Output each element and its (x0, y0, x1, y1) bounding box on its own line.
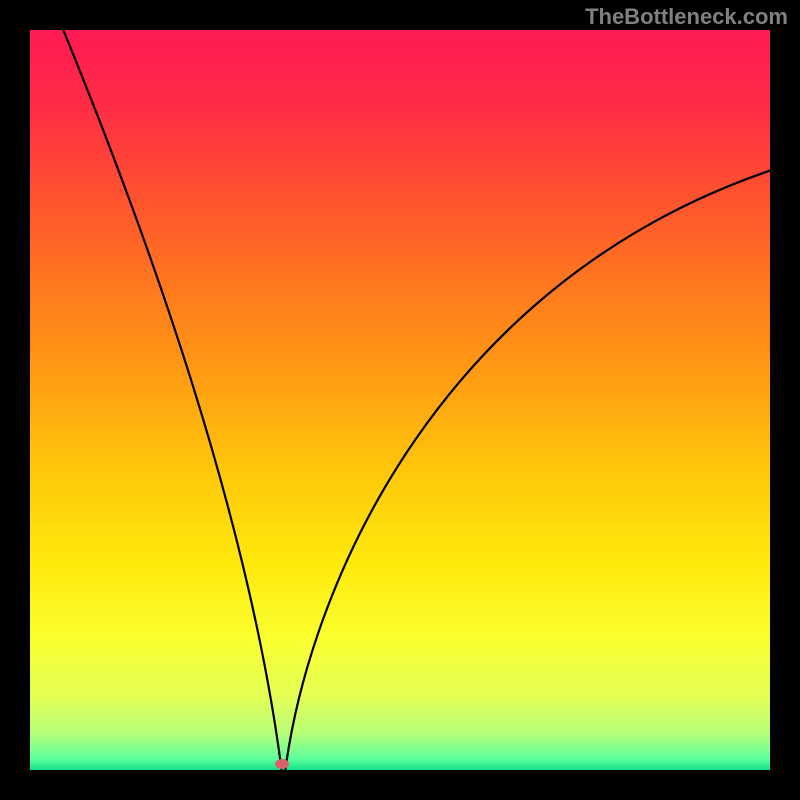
minimum-marker (275, 759, 289, 769)
watermark-text: TheBottleneck.com (585, 4, 788, 30)
bottleneck-curve (30, 30, 770, 770)
plot-area (30, 30, 770, 770)
